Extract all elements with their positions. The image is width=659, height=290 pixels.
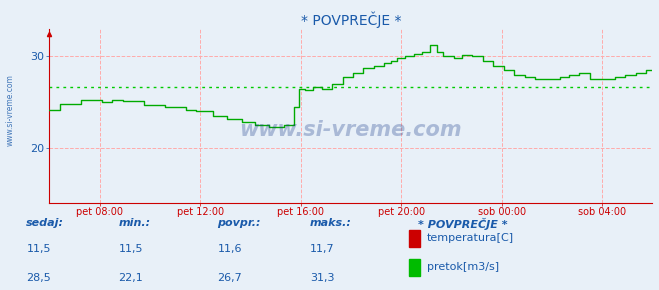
Text: pretok[m3/s]: pretok[m3/s] [427, 262, 499, 272]
Bar [409, 230, 420, 247]
Text: 11,5: 11,5 [26, 244, 51, 254]
Text: www.si-vreme.com: www.si-vreme.com [240, 120, 462, 140]
Text: maks.:: maks.: [310, 218, 352, 228]
Text: 11,7: 11,7 [310, 244, 334, 254]
Bar [409, 259, 420, 276]
Text: 22,1: 22,1 [119, 273, 144, 283]
Text: sedaj:: sedaj: [26, 218, 65, 228]
Text: 11,6: 11,6 [217, 244, 242, 254]
Title: * POVPREČJE *: * POVPREČJE * [301, 11, 401, 28]
Text: povpr.:: povpr.: [217, 218, 261, 228]
Text: 26,7: 26,7 [217, 273, 243, 283]
Text: www.si-vreme.com: www.si-vreme.com [5, 74, 14, 146]
Text: 11,5: 11,5 [119, 244, 143, 254]
Text: * POVPREČJE *: * POVPREČJE * [418, 218, 508, 230]
Text: min.:: min.: [119, 218, 151, 228]
Text: 31,3: 31,3 [310, 273, 334, 283]
Text: 28,5: 28,5 [26, 273, 51, 283]
Text: temperatura[C]: temperatura[C] [427, 233, 514, 243]
